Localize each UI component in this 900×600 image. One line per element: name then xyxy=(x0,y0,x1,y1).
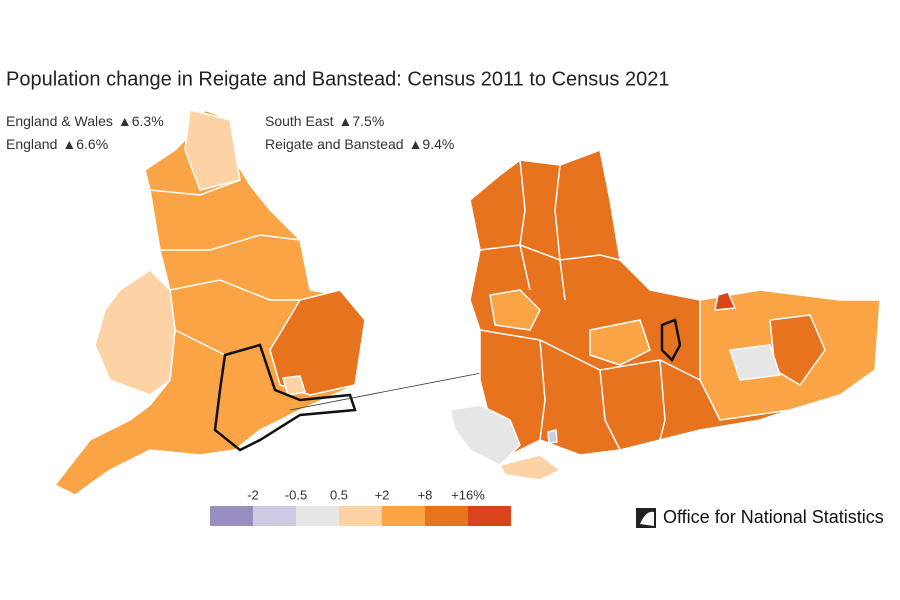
south-east-outline xyxy=(213,343,357,452)
london xyxy=(282,375,306,396)
ons-logo: Office for National Statistics xyxy=(636,507,884,528)
region-border xyxy=(174,329,226,356)
legend-swatch xyxy=(382,506,425,526)
area-name: England & Wales xyxy=(6,113,113,129)
district-border xyxy=(659,359,666,441)
east-of-england xyxy=(269,289,366,396)
england xyxy=(54,109,366,496)
wales xyxy=(94,269,176,396)
district xyxy=(489,289,541,331)
legend-label: +16% xyxy=(451,487,485,502)
legend-swatch xyxy=(468,506,511,526)
england-wales-map xyxy=(54,109,663,496)
logo-text: Office for National Statistics xyxy=(663,507,884,527)
south-east-map xyxy=(449,149,881,481)
legend-swatch xyxy=(296,506,339,526)
legend-swatch xyxy=(339,506,382,526)
area-change: ▲7.5% xyxy=(339,113,385,129)
legend-label: +8 xyxy=(418,487,433,502)
summary-item: Reigate and Banstead ▲9.4% xyxy=(265,136,454,152)
area-change: ▲6.6% xyxy=(62,136,108,152)
summary-item: South East ▲7.5% xyxy=(265,113,384,129)
legend-label: -0.5 xyxy=(285,487,307,502)
district-border xyxy=(554,164,566,301)
north-east xyxy=(184,109,241,191)
district-grey xyxy=(729,344,781,381)
legend-label: 0.5 xyxy=(330,487,348,502)
area-name: South East xyxy=(265,113,334,129)
summary-item: England ▲6.6% xyxy=(6,136,108,152)
district-border xyxy=(539,339,546,441)
region-border xyxy=(169,279,300,301)
legend-swatch xyxy=(253,506,296,526)
logo-icon-detail xyxy=(640,511,654,526)
legend: -2 -0.5 0.5 +2 +8 +16% xyxy=(210,487,511,526)
legend-label: +2 xyxy=(375,487,390,502)
legend-label: -2 xyxy=(247,487,259,502)
summary: England & Wales ▲6.3% England ▲6.6% South Ea… xyxy=(6,113,454,152)
title: Population change in Reigate and Banstea… xyxy=(6,68,669,90)
area-change: ▲9.4% xyxy=(409,136,455,152)
summary-item: England & Wales ▲6.3% xyxy=(6,113,164,129)
region-border xyxy=(160,234,301,251)
area-name: England xyxy=(6,136,57,152)
isle-of-wight xyxy=(499,454,561,481)
area-name: Reigate and Banstead xyxy=(265,136,404,152)
district-border xyxy=(519,159,531,291)
legend-swatch xyxy=(210,506,253,526)
district-red xyxy=(714,291,736,311)
reigate-and-banstead xyxy=(660,318,682,363)
district-lilac xyxy=(547,429,558,444)
district-border xyxy=(599,369,621,451)
district xyxy=(589,319,651,366)
new-forest xyxy=(449,404,521,466)
legend-swatch xyxy=(425,506,468,526)
area-change: ▲6.3% xyxy=(118,113,164,129)
region-border xyxy=(149,179,241,196)
